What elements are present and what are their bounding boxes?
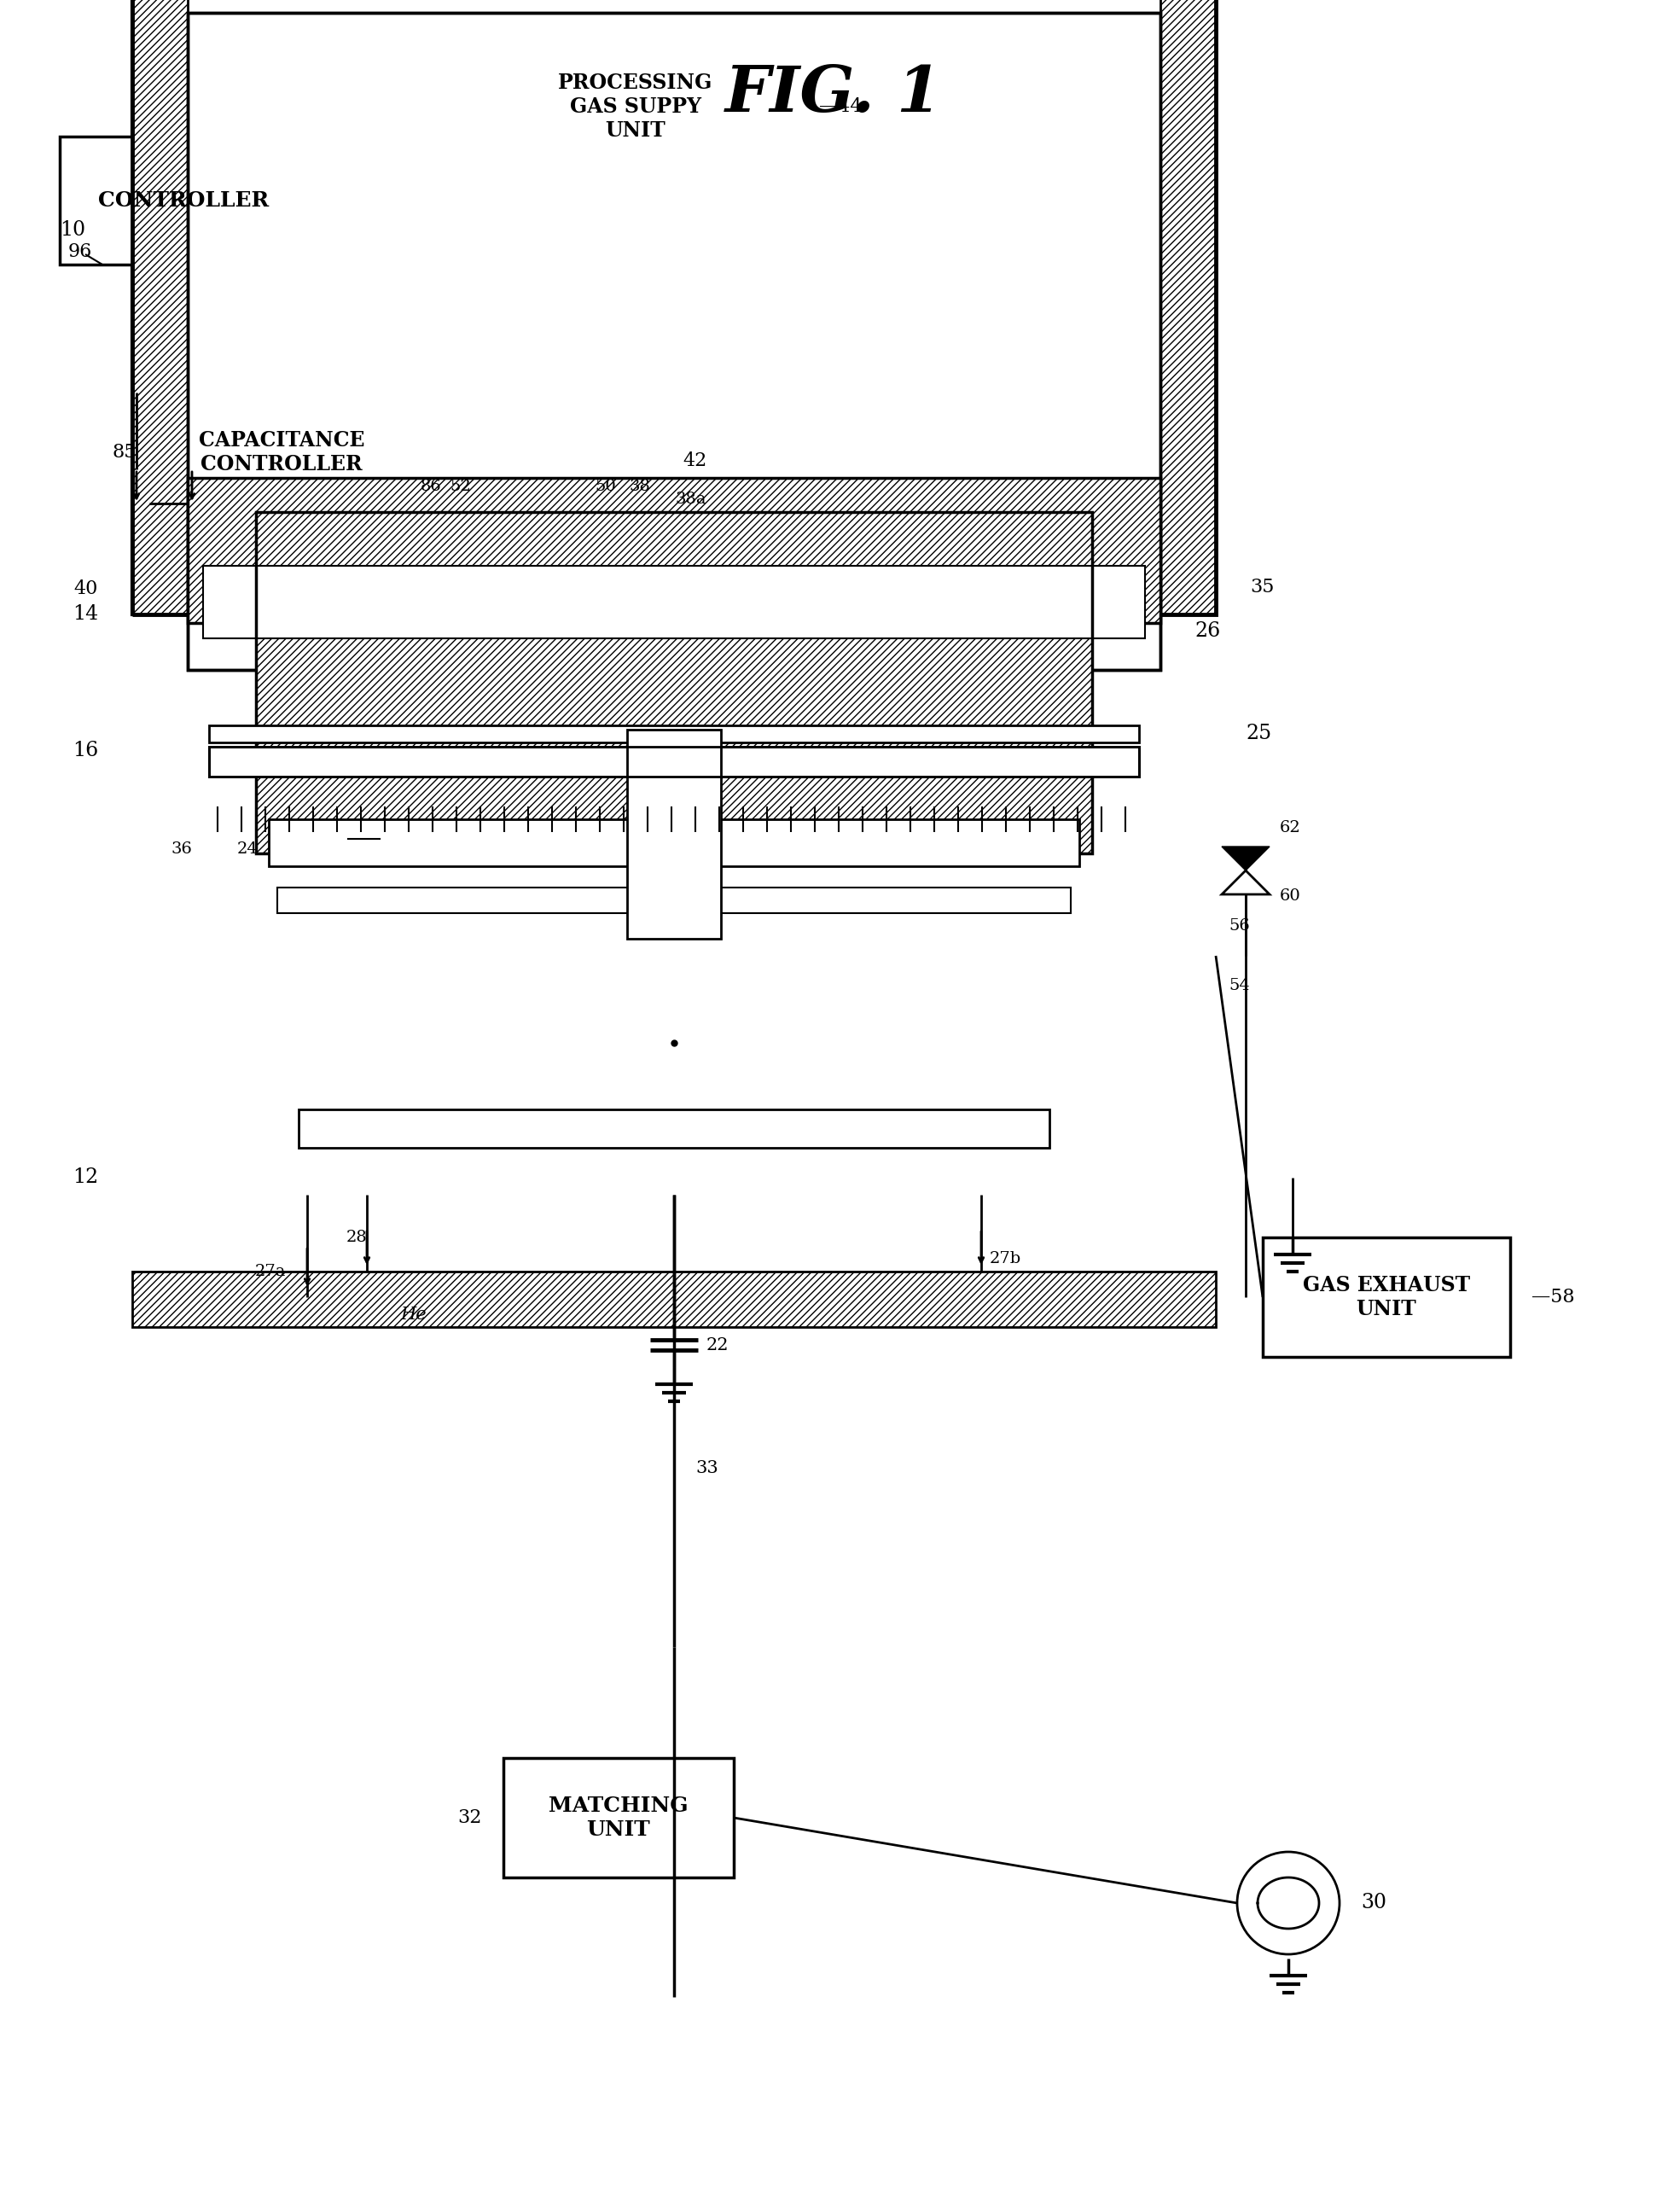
Bar <box>132 560 1216 615</box>
Text: PS: PS <box>347 841 370 856</box>
Text: 27a: 27a <box>255 1263 285 1279</box>
Text: 38a: 38a <box>676 491 707 507</box>
Bar <box>203 566 1144 639</box>
Text: 28: 28 <box>345 1230 367 1245</box>
Text: 27b: 27b <box>989 1252 1021 1267</box>
Text: 38: 38 <box>629 478 651 493</box>
Text: 32: 32 <box>457 1809 482 1827</box>
Bar <box>132 0 1216 615</box>
Text: W: W <box>542 841 559 856</box>
Bar <box>132 0 1216 615</box>
Bar <box>627 730 721 938</box>
Text: 60: 60 <box>1279 889 1301 905</box>
Text: 10: 10 <box>60 221 85 241</box>
Bar <box>299 1110 1049 1148</box>
Bar <box>208 748 1139 776</box>
Text: CAPACITANCE
CONTROLLER: CAPACITANCE CONTROLLER <box>198 429 365 473</box>
Text: —58: —58 <box>1531 1287 1575 1307</box>
Bar <box>208 748 1139 776</box>
Bar <box>60 137 307 265</box>
Text: 96: 96 <box>68 243 92 261</box>
Text: 14: 14 <box>72 604 98 624</box>
Polygon shape <box>1221 847 1269 872</box>
Text: 34: 34 <box>796 841 817 856</box>
Text: He: He <box>400 1305 427 1323</box>
Text: 18: 18 <box>289 841 309 856</box>
Text: 20: 20 <box>651 841 672 856</box>
Text: 62: 62 <box>1279 821 1301 836</box>
Bar <box>188 478 1161 624</box>
Text: CONTROLLER: CONTROLLER <box>98 190 269 210</box>
Text: FIG. 1: FIG. 1 <box>726 62 942 124</box>
Text: 16: 16 <box>72 741 98 761</box>
Bar <box>208 726 1139 743</box>
Bar <box>255 511 1093 854</box>
Bar <box>188 478 1161 624</box>
Bar <box>1161 0 1216 615</box>
Bar <box>504 18 767 197</box>
Text: 35: 35 <box>1249 577 1274 597</box>
Polygon shape <box>1221 872 1269 894</box>
Text: 24: 24 <box>237 841 259 856</box>
Bar <box>132 1272 1216 1327</box>
Text: 86: 86 <box>420 478 442 493</box>
Text: 33: 33 <box>696 1460 719 1475</box>
Text: 50: 50 <box>595 478 617 493</box>
Text: 42: 42 <box>682 451 707 471</box>
Text: 25: 25 <box>1246 723 1271 743</box>
Text: 52: 52 <box>450 478 472 493</box>
Text: MATCHING
UNIT: MATCHING UNIT <box>549 1796 689 1840</box>
Text: 36: 36 <box>170 841 192 856</box>
Bar <box>1263 1237 1510 1356</box>
Bar <box>150 400 414 504</box>
Text: PROCESSING
GAS SUPPY
UNIT: PROCESSING GAS SUPPY UNIT <box>559 73 712 142</box>
Text: 40: 40 <box>73 580 98 597</box>
Text: 26: 26 <box>1194 622 1221 641</box>
Text: 85: 85 <box>112 442 137 462</box>
Text: —44: —44 <box>819 97 862 115</box>
Bar <box>269 818 1079 867</box>
Text: 30: 30 <box>1361 1893 1386 1913</box>
Bar <box>188 13 1161 670</box>
Text: 22: 22 <box>707 1336 729 1354</box>
Bar <box>188 13 1161 670</box>
Text: 12: 12 <box>72 1168 98 1188</box>
Text: 54: 54 <box>1229 978 1249 993</box>
Bar <box>277 887 1071 914</box>
Bar <box>132 0 188 615</box>
Bar <box>504 1759 734 1878</box>
Text: 36a: 36a <box>420 841 450 856</box>
Bar <box>255 511 1093 854</box>
Text: GAS EXHAUST
UNIT: GAS EXHAUST UNIT <box>1303 1274 1470 1318</box>
Text: 56: 56 <box>1229 918 1249 933</box>
